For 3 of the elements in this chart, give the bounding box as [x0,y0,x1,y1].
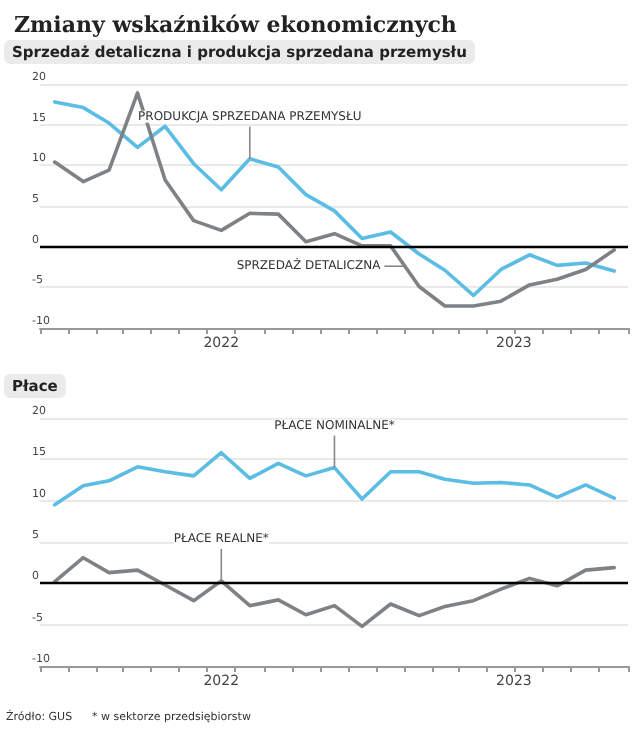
line-series [52,450,616,507]
chart-title: Zmiany wskaźników ekonomicznych [14,12,457,38]
line-series [52,555,616,629]
